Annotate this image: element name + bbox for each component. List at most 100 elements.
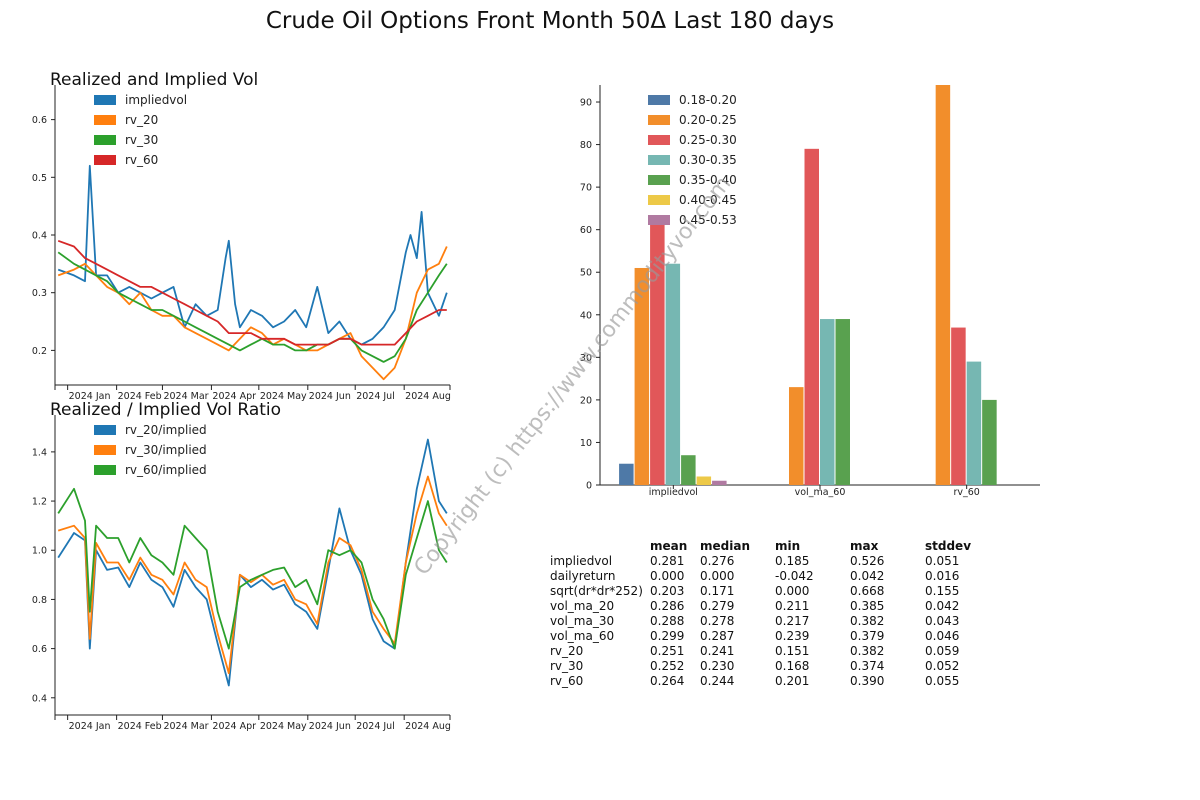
ratio-series-line-rv-60-implied [57,487,448,650]
stats-cell: 0.201 [775,674,809,688]
stats-table-row: vol_ma_60 0.299 0.287 0.239 0.379 0.046 [550,629,959,643]
figure-title: Crude Oil Options Front Month 50Δ Last 1… [266,8,834,34]
hist-y-tick-label: 70 [580,183,592,194]
stats-cell: 0.390 [850,674,884,688]
stats-table-row: dailyreturn 0.000 0.000 -0.042 0.042 0.016 [550,569,959,583]
stats-cell: 0.000 [700,569,734,583]
stats-table-row: vol_ma_20 0.286 0.279 0.211 0.385 0.042 [550,599,959,613]
stats-column-header: median [700,539,750,553]
vol-y-tick-label: 0.5 [32,173,47,184]
ratio-y-tick-label: 1.0 [32,546,47,557]
stats-row-label: sqrt(dr*dr*252) [550,584,643,598]
ratio-legend-swatch [94,445,116,455]
hist-x-tick-label: vol_ma_60 [795,487,846,498]
stats-row-label: rv_30 [550,659,583,673]
stats-cell: 0.203 [650,584,684,598]
vol-y-tick-label: 0.2 [32,346,47,357]
vol-legend-swatch [94,155,116,165]
vol-x-tick-label: 2024 May [260,391,307,402]
stats-table-row: rv_20 0.251 0.241 0.151 0.382 0.059 [550,644,959,658]
stats-cell: 0.287 [700,629,734,643]
hist-legend-swatch [648,195,670,205]
stats-cell: 0.379 [850,629,884,643]
hist-legend-label: 0.35-0.40 [679,173,737,187]
stats-table-row: impliedvol 0.281 0.276 0.185 0.526 0.051 [550,554,959,568]
ratio-y-tick-label: 0.8 [32,595,47,606]
vol-y-tick-label: 0.4 [32,231,47,242]
hist-legend-swatch [648,135,670,145]
stats-cell: 0.264 [650,674,684,688]
stats-cell: 0.000 [650,569,684,583]
stats-cell: 0.244 [700,674,734,688]
ratio-x-tick-label: 2024 Jul [356,721,395,732]
hist-bar-vol_ma_60-0.20-0.25 [789,387,804,485]
stats-row-label: vol_ma_30 [550,614,614,628]
hist-bar-impliedvol-0.30-0.35 [665,263,681,485]
stats-cell: 0.042 [850,569,884,583]
hist-legend-label: 0.18-0.20 [679,93,737,107]
hist-bar-rv_60-0.20-0.25 [935,85,951,485]
hist-x-tick-label: impliedvol [649,487,698,498]
vol-x-tick-label: 2024 Jan [69,391,111,402]
stats-cell: 0.385 [850,599,884,613]
vol-legend-label: rv_30 [125,133,158,147]
ratio-y-tick-label: 1.4 [32,447,47,458]
hist-legend-swatch [648,95,670,105]
hist-legend-label: 0.25-0.30 [679,133,737,147]
hist-bar-impliedvol-0.35-0.40 [681,455,696,485]
vol-y-tick-label: 0.3 [32,288,47,299]
hist-y-tick-label: 50 [580,268,592,279]
stats-cell: -0.042 [775,569,814,583]
stats-cell: 0.211 [775,599,809,613]
copyright-watermark: Copyright (c) https://www.commodityvol.c… [410,172,737,580]
stats-table-row: vol_ma_30 0.288 0.278 0.217 0.382 0.043 [550,614,959,628]
stats-cell: 0.668 [850,584,884,598]
vol-series-line-impliedvol [57,164,448,346]
ratio-series-line-rv-20-implied [57,438,448,687]
stats-cell: 0.043 [925,614,959,628]
stats-row-label: rv_60 [550,674,583,688]
vol-ratio-chart: Realized / Implied Vol Ratio 0.4 0.6 0.8 1.… [32,400,451,732]
stats-row-label: rv_20 [550,644,583,658]
vol-x-tick-label: 2024 Mar [163,391,208,402]
realized-implied-vol-title: Realized and Implied Vol [50,70,258,90]
hist-y-tick-label: 30 [580,353,592,364]
stats-cell: 0.171 [700,584,734,598]
hist-bar-rv_60-0.25-0.30 [951,327,966,485]
vol-legend-swatch [94,135,116,145]
stats-cell: 0.051 [925,554,959,568]
hist-legend-swatch [648,155,670,165]
vol-x-tick-label: 2024 Apr [212,391,256,402]
hist-x-tick-label: rv_60 [953,487,979,498]
hist-bar-vol_ma_60-0.30-0.35 [820,319,835,485]
vol-x-tick-label: 2024 Aug [405,391,451,402]
ratio-x-tick-label: 2024 Jun [309,721,351,732]
hist-legend-swatch [648,175,670,185]
stats-cell: 0.299 [650,629,684,643]
hist-y-tick-label: 0 [586,481,592,492]
stats-cell: 0.382 [850,614,884,628]
hist-bar-impliedvol-0.40-0.45 [696,476,712,485]
stats-cell: 0.055 [925,674,959,688]
ratio-x-tick-label: 2024 Aug [405,721,451,732]
vol-legend-label: rv_20 [125,113,158,127]
stats-cell: 0.278 [700,614,734,628]
hist-legend-label: 0.20-0.25 [679,113,737,127]
stats-cell: 0.281 [650,554,684,568]
stats-cell: 0.185 [775,554,809,568]
hist-legend-swatch [648,215,670,225]
stats-cell: 0.241 [700,644,734,658]
stats-row-label: impliedvol [550,554,612,568]
hist-y-tick-label: 20 [580,395,592,406]
stats-row-label: vol_ma_60 [550,629,614,643]
stats-cell: 0.052 [925,659,959,673]
stats-table-row: sqrt(dr*dr*252) 0.203 0.171 0.000 0.668 0.155 [550,584,959,598]
stats-column-header: stddev [925,539,971,553]
stats-column-header: min [775,539,800,553]
hist-bar-vol_ma_60-0.25-0.30 [804,148,819,486]
vol-legend-label: rv_60 [125,153,158,167]
ratio-legend-label: rv_30/implied [125,443,207,457]
ratio-y-tick-label: 0.6 [32,644,47,655]
hist-y-tick-label: 40 [580,310,592,321]
hist-legend-swatch [648,115,670,125]
